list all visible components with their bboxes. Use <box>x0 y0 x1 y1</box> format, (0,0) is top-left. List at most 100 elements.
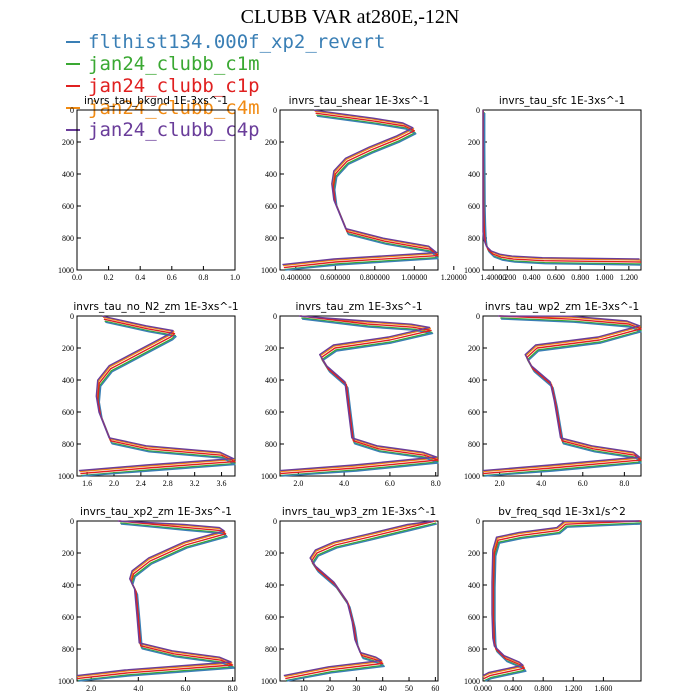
panel-title: invrs_tau_bkgnd 1E-3xs^-1 <box>84 95 228 107</box>
x-tick-label: 0.000 <box>474 684 492 693</box>
legend-entry: jan24_clubb_c4p <box>66 119 385 141</box>
series-line <box>482 315 641 472</box>
x-tick-label: 2.0 <box>293 479 303 488</box>
y-tick-label: 400 <box>468 170 480 179</box>
x-tick-label: 0.200 <box>498 273 516 282</box>
x-tick-label: 2.0 <box>495 479 505 488</box>
y-tick-label: 800 <box>62 234 74 243</box>
plot-frame <box>279 315 439 477</box>
y-tick-label: 0 <box>70 312 74 321</box>
x-tick-label: 30 <box>352 684 360 693</box>
legend-swatch <box>66 107 80 109</box>
x-tick-label: 0.800 <box>571 273 589 282</box>
series-line <box>483 520 642 680</box>
y-tick-label: 800 <box>468 645 480 654</box>
series-line <box>279 315 439 475</box>
legend-entry: jan24_clubb_c1m <box>66 53 385 75</box>
series-line <box>279 315 438 472</box>
y-tick-label: 600 <box>468 613 480 622</box>
x-tick-label: 8.0 <box>619 479 629 488</box>
series-line <box>285 520 436 680</box>
x-tick-label: 0.800000 <box>360 273 390 282</box>
x-tick-label: 20 <box>326 684 334 693</box>
x-tick-label: 0.0 <box>72 273 82 282</box>
x-tick-label: 40 <box>379 684 387 693</box>
y-tick-label: 400 <box>62 581 74 590</box>
series-line <box>485 523 642 682</box>
y-tick-label: 600 <box>62 408 74 417</box>
x-tick-label: 4.0 <box>536 479 546 488</box>
series-line <box>284 520 435 678</box>
x-tick-label: 2.0 <box>86 684 96 693</box>
x-tick-label: 0.400 <box>523 273 541 282</box>
x-tick-label: 0.4 <box>135 273 145 282</box>
panel-title: invrs_tau_sfc 1E-3xs^-1 <box>499 95 625 107</box>
x-tick-label: 6.0 <box>180 684 190 693</box>
x-tick-label: 0.400 <box>504 684 522 693</box>
y-tick-label: 400 <box>62 376 74 385</box>
series-line <box>80 318 236 475</box>
series-line <box>283 520 434 677</box>
y-tick-label: 1000 <box>261 266 277 275</box>
y-tick-label: 200 <box>62 138 74 147</box>
x-tick-label: 2.4 <box>136 479 146 488</box>
y-tick-label: 1000 <box>464 472 480 481</box>
legend-label: jan24_clubb_c4m <box>88 97 260 119</box>
y-tick-label: 400 <box>265 581 277 590</box>
series-line <box>282 109 438 266</box>
y-tick-label: 1000 <box>464 677 480 686</box>
x-tick-label: 1.000 <box>596 273 614 282</box>
legend-label: jan24_clubb_c1m <box>88 53 260 75</box>
y-tick-label: 800 <box>265 234 277 243</box>
panel-title: invrs_tau_shear 1E-3xs^-1 <box>289 95 430 107</box>
x-tick-label: 2.0 <box>109 479 119 488</box>
x-tick-label: 0.2 <box>104 273 114 282</box>
series-line <box>482 110 642 263</box>
x-tick-label: 1.40000 <box>480 273 506 282</box>
x-tick-label: 60 <box>431 684 439 693</box>
y-tick-label: 600 <box>468 408 480 417</box>
series-line <box>285 522 437 682</box>
legend-label: jan24_clubb_c1p <box>88 75 260 97</box>
x-tick-label: 6.0 <box>578 479 588 488</box>
y-tick-label: 600 <box>468 202 480 211</box>
series-line <box>482 110 641 261</box>
x-tick-label: 1.20000 <box>441 273 467 282</box>
x-tick-label: 1.600 <box>594 684 612 693</box>
plot-frame <box>76 315 236 477</box>
x-tick-label: 10 <box>300 684 308 693</box>
y-tick-label: 400 <box>265 376 277 385</box>
panel-title: invrs_tau_zm 1E-3xs^-1 <box>295 301 422 313</box>
x-tick-label: 8.0 <box>228 684 238 693</box>
y-tick-label: 800 <box>468 440 480 449</box>
y-tick-label: 800 <box>265 440 277 449</box>
x-tick-label: 2.8 <box>163 479 173 488</box>
plot-frame <box>76 109 236 271</box>
x-tick-label: 3.2 <box>190 479 200 488</box>
legend-label: flthist134.000f_xp2_revert <box>88 31 386 53</box>
series-line <box>76 520 234 680</box>
x-tick-label: 0.600000 <box>320 273 350 282</box>
y-tick-label: 0 <box>70 517 74 526</box>
y-tick-label: 1000 <box>261 677 277 686</box>
y-tick-label: 0 <box>476 106 480 115</box>
legend: flthist134.000f_xp2_revert jan24_clubb_c… <box>66 31 385 141</box>
y-tick-label: 0 <box>476 517 480 526</box>
x-tick-label: 50 <box>405 684 413 693</box>
series-line <box>482 110 640 260</box>
x-tick-label: 0.6 <box>167 273 177 282</box>
legend-label: jan24_clubb_c4p <box>88 119 260 141</box>
x-tick-label: 8.0 <box>431 479 441 488</box>
y-tick-label: 200 <box>265 549 277 558</box>
y-tick-label: 400 <box>62 170 74 179</box>
x-tick-label: 4.0 <box>339 479 349 488</box>
legend-entry: flthist134.000f_xp2_revert <box>66 31 385 53</box>
y-tick-label: 1000 <box>58 677 74 686</box>
y-tick-label: 1000 <box>261 472 277 481</box>
y-tick-label: 400 <box>468 581 480 590</box>
x-tick-label: 3.6 <box>217 479 227 488</box>
panel-title: invrs_tau_no_N2_zm 1E-3xs^-1 <box>73 301 238 313</box>
y-tick-label: 200 <box>468 344 480 353</box>
x-tick-label: 0.600 <box>547 273 565 282</box>
y-tick-label: 600 <box>62 613 74 622</box>
